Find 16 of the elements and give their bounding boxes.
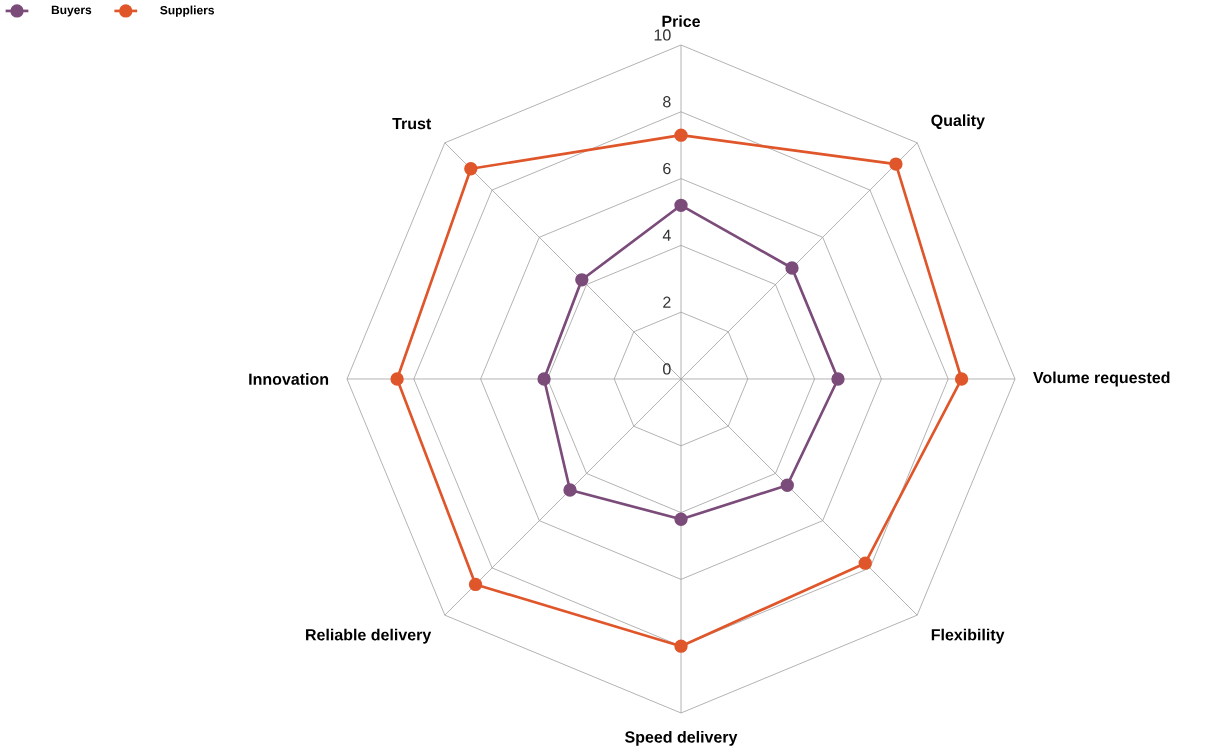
y-tick-label: 2	[663, 296, 671, 308]
spoke-label: Volume requested	[1033, 371, 1170, 387]
y-tick-label: 4	[662, 229, 671, 241]
legend-label: Suppliers	[160, 5, 215, 17]
y-tick-label: 0	[663, 363, 671, 375]
spoke-label: Innovation	[249, 373, 329, 385]
spoke-label: Trust	[392, 118, 432, 130]
spoke-label: Flexibility	[931, 628, 1005, 644]
y-tick-label: 10	[654, 29, 671, 41]
spoke-label: Price	[662, 15, 701, 28]
y-tick-label: 8	[663, 96, 671, 108]
y-tick-label: 6	[663, 162, 671, 175]
spoke-label: Speed delivery	[624, 730, 738, 746]
spoke-label: Quality	[931, 114, 985, 130]
spoke-label: Reliable delivery	[306, 628, 432, 644]
legend-label: Buyers	[51, 5, 92, 17]
